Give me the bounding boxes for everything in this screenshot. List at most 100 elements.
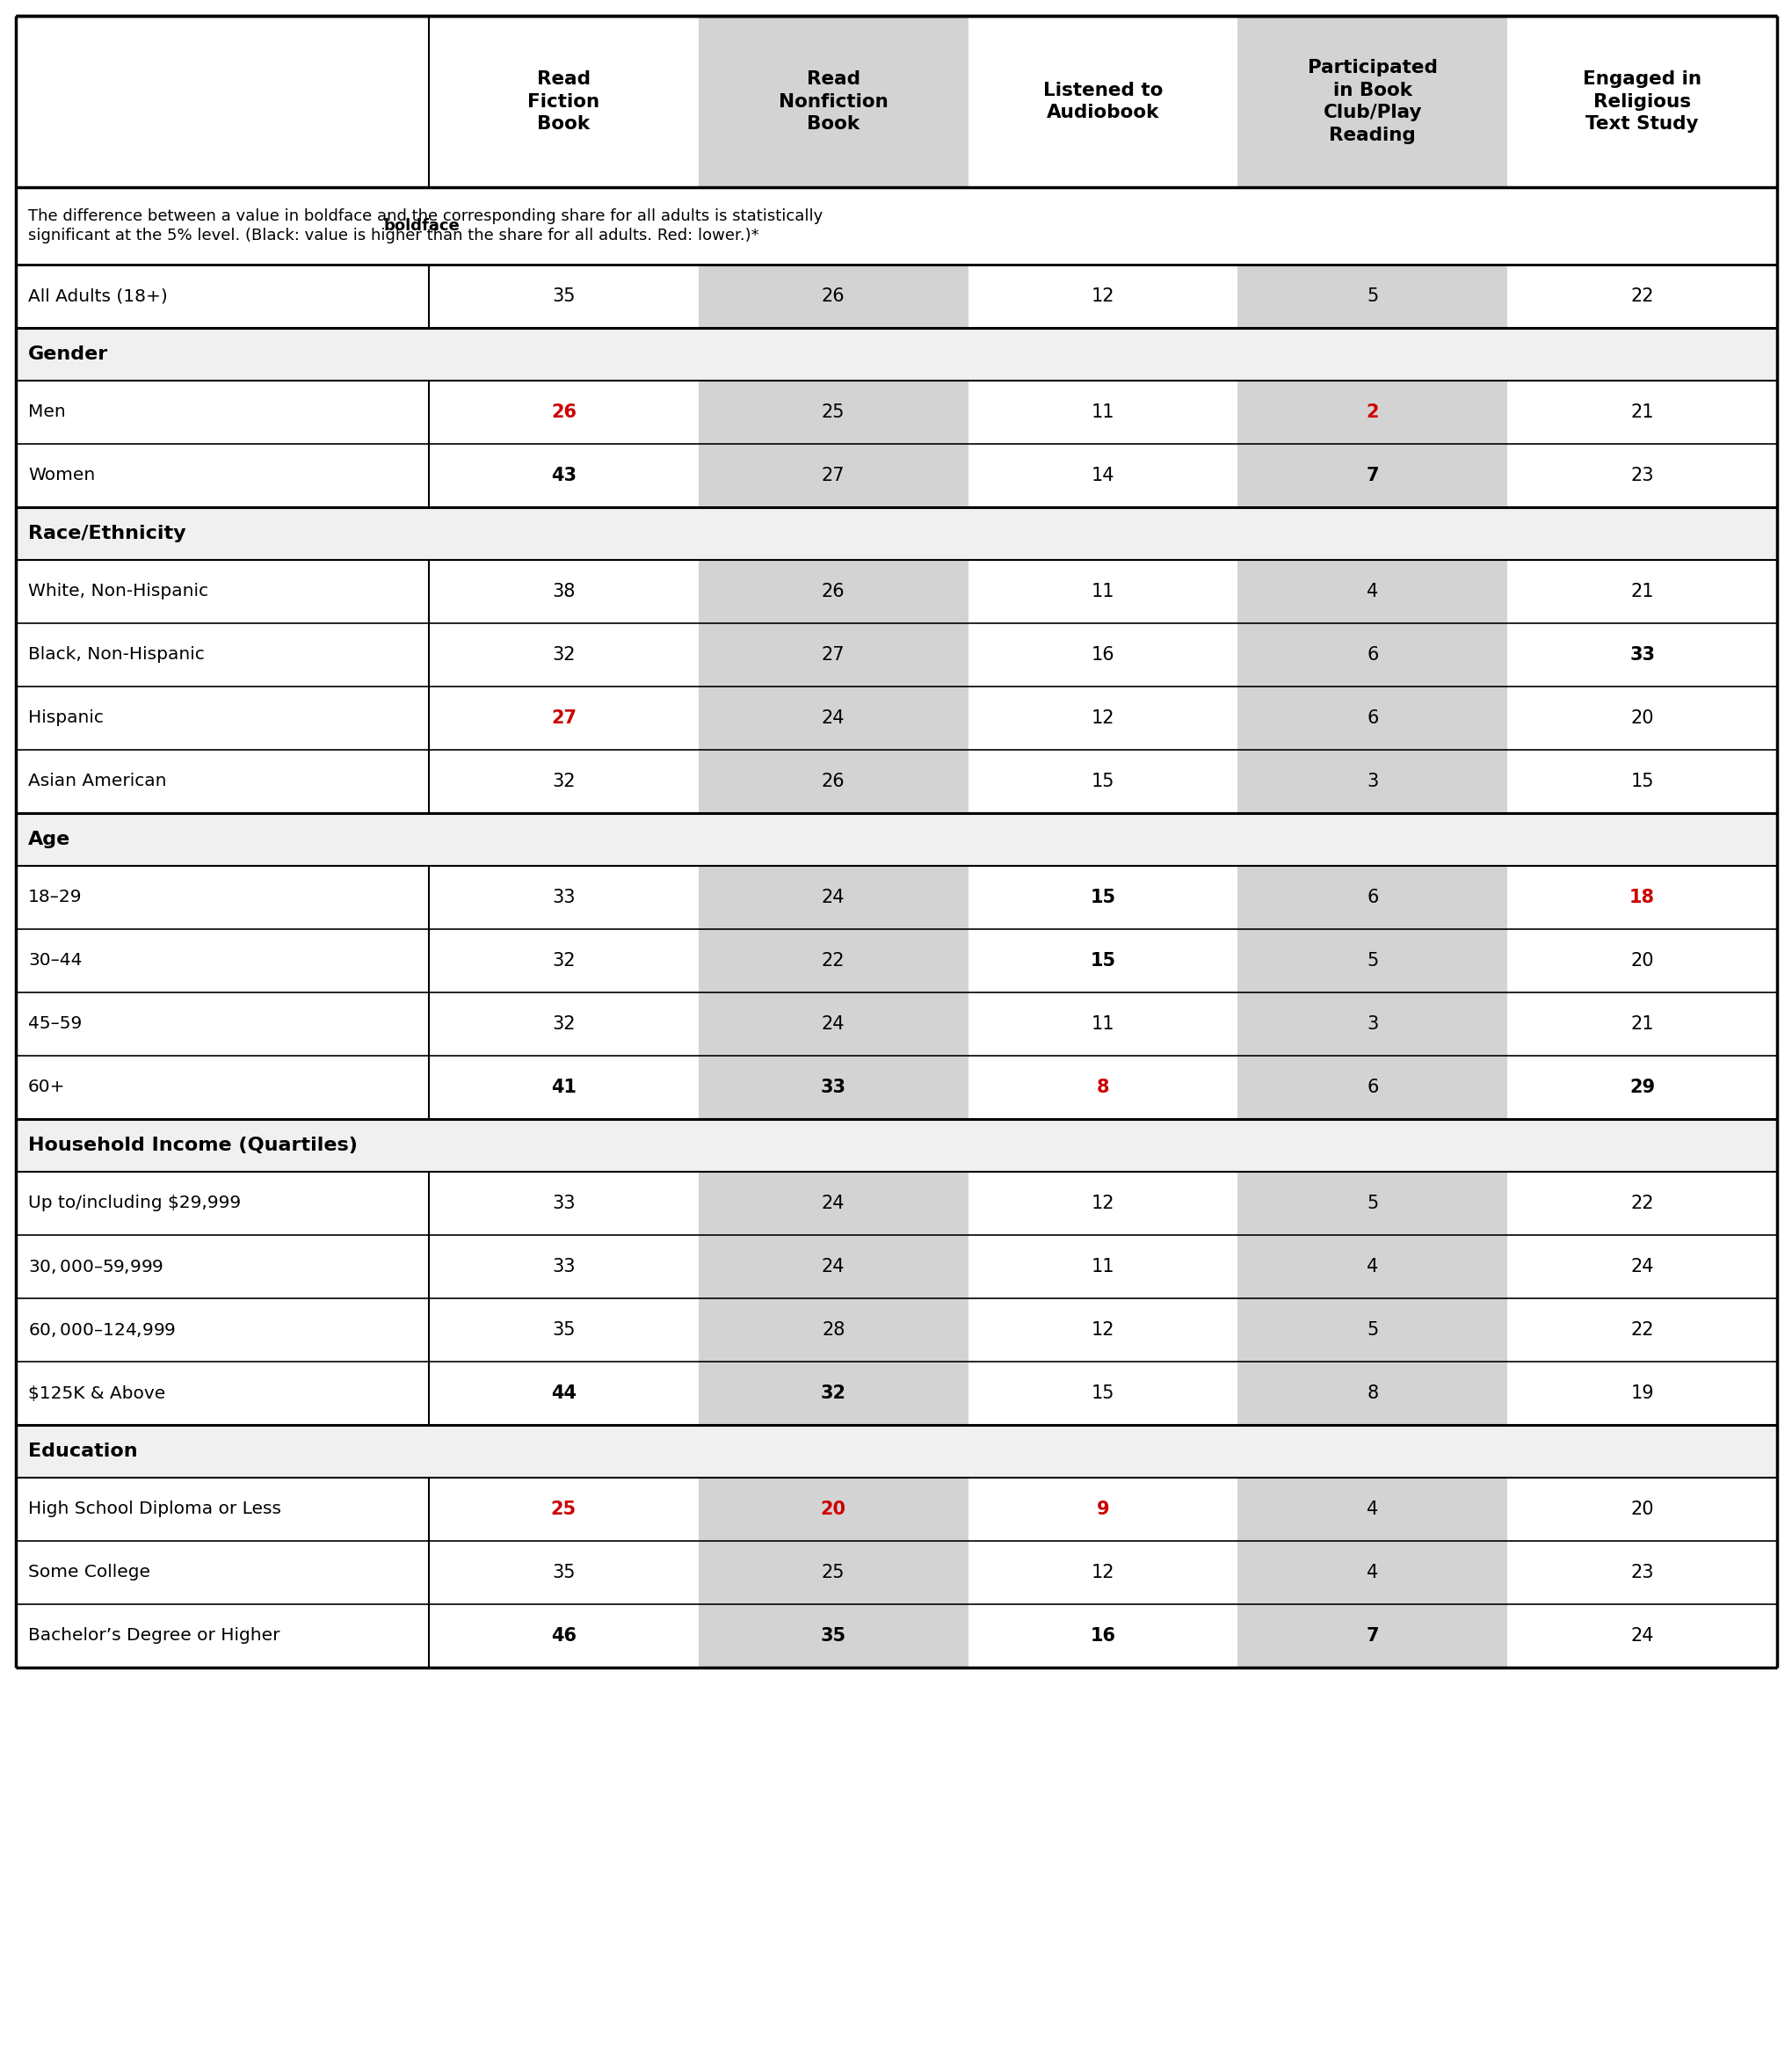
Bar	[699, 750, 968, 814]
Text: 11: 11	[1091, 404, 1115, 420]
Text: 21: 21	[1629, 1015, 1652, 1033]
Text: 21: 21	[1629, 404, 1652, 420]
Bar	[1236, 686, 1507, 750]
Text: Hispanic: Hispanic	[29, 710, 104, 727]
Text: boldface: boldface	[383, 217, 461, 234]
Text: 20: 20	[1629, 1501, 1652, 1518]
Text: Black, Non-Hispanic: Black, Non-Hispanic	[29, 646, 204, 663]
Text: 33: 33	[1629, 646, 1654, 663]
Text: Men: Men	[29, 404, 66, 420]
Text: $60,000–$124,999: $60,000–$124,999	[29, 1321, 176, 1338]
Text: Asian American: Asian American	[29, 772, 167, 789]
Bar	[699, 1299, 968, 1361]
Text: 22: 22	[821, 953, 844, 969]
Text: 22: 22	[1629, 288, 1652, 304]
Text: Women: Women	[29, 468, 95, 485]
Bar	[1236, 1361, 1507, 1425]
Text: 27: 27	[550, 710, 577, 727]
Text: 33: 33	[552, 1257, 575, 1276]
Text: 28: 28	[821, 1321, 844, 1338]
Text: 12: 12	[1091, 710, 1115, 727]
Text: 12: 12	[1091, 1195, 1115, 1212]
Text: 7: 7	[1366, 1628, 1378, 1644]
Text: 12: 12	[1091, 288, 1115, 304]
Text: 11: 11	[1091, 1257, 1115, 1276]
Text: 35: 35	[821, 1628, 846, 1644]
Bar	[699, 1056, 968, 1118]
Text: 32: 32	[821, 1385, 846, 1402]
Text: 16: 16	[1090, 1628, 1115, 1644]
Bar	[1236, 443, 1507, 507]
Text: 26: 26	[550, 404, 577, 420]
Text: 22: 22	[1629, 1321, 1652, 1338]
Bar	[16, 1118, 1776, 1172]
Text: $125K & Above: $125K & Above	[29, 1385, 165, 1402]
Bar	[1236, 866, 1507, 930]
Bar	[16, 507, 1776, 559]
Text: 32: 32	[552, 646, 575, 663]
Text: 19: 19	[1629, 1385, 1654, 1402]
Text: All Adults (18+): All Adults (18+)	[29, 288, 168, 304]
Text: Gender: Gender	[29, 346, 108, 362]
Text: The difference between a value in boldface and the corresponding share for all a: The difference between a value in boldfa…	[29, 209, 823, 244]
Text: 24: 24	[821, 888, 844, 907]
Text: Read
Fiction
Book: Read Fiction Book	[527, 70, 600, 133]
Text: 20: 20	[1629, 953, 1652, 969]
Text: 32: 32	[552, 772, 575, 791]
Text: 25: 25	[821, 404, 844, 420]
Text: 32: 32	[552, 953, 575, 969]
Text: Race/Ethnicity: Race/Ethnicity	[29, 524, 186, 543]
Bar	[16, 1425, 1776, 1477]
Text: 3: 3	[1366, 772, 1378, 791]
Bar	[1236, 559, 1507, 623]
Text: 23: 23	[1629, 1564, 1652, 1582]
Text: 15: 15	[1091, 772, 1115, 791]
Text: 24: 24	[821, 1257, 844, 1276]
Bar	[699, 265, 968, 327]
Text: 41: 41	[550, 1079, 577, 1096]
Text: 24: 24	[821, 1015, 844, 1033]
Text: 4: 4	[1366, 1257, 1378, 1276]
Text: 27: 27	[821, 646, 844, 663]
Text: 15: 15	[1090, 953, 1115, 969]
Text: 6: 6	[1366, 646, 1378, 663]
Bar	[16, 327, 1776, 381]
Bar	[1236, 1172, 1507, 1234]
Text: 12: 12	[1091, 1564, 1115, 1582]
Bar	[699, 1172, 968, 1234]
Text: 24: 24	[821, 1195, 844, 1212]
Text: 4: 4	[1366, 582, 1378, 601]
Bar	[1236, 1605, 1507, 1667]
Text: 25: 25	[821, 1564, 844, 1582]
Text: 16: 16	[1091, 646, 1115, 663]
Text: 18–29: 18–29	[29, 888, 82, 905]
Text: Engaged in
Religious
Text Study: Engaged in Religious Text Study	[1582, 70, 1701, 133]
Bar	[699, 1234, 968, 1299]
Text: 8: 8	[1097, 1079, 1109, 1096]
Bar	[699, 623, 968, 686]
Text: 20: 20	[1629, 710, 1652, 727]
Text: Participated
in Book
Club/Play
Reading: Participated in Book Club/Play Reading	[1306, 58, 1437, 145]
Text: $30,000–$59,999: $30,000–$59,999	[29, 1257, 163, 1276]
Text: Some College: Some College	[29, 1564, 151, 1580]
Bar	[16, 814, 1776, 866]
Text: White, Non-Hispanic: White, Non-Hispanic	[29, 584, 208, 601]
Bar	[699, 866, 968, 930]
Bar	[699, 1477, 968, 1541]
Text: 11: 11	[1091, 1015, 1115, 1033]
Text: 29: 29	[1629, 1079, 1654, 1096]
Text: 22: 22	[1629, 1195, 1652, 1212]
Text: 33: 33	[821, 1079, 846, 1096]
Text: High School Diploma or Less: High School Diploma or Less	[29, 1501, 281, 1518]
Text: 26: 26	[821, 288, 844, 304]
Bar	[1236, 992, 1507, 1056]
Text: 35: 35	[552, 288, 575, 304]
Text: 38: 38	[552, 582, 575, 601]
Text: 33: 33	[552, 888, 575, 907]
Text: 45–59: 45–59	[29, 1015, 82, 1033]
Bar	[1236, 1541, 1507, 1605]
Bar	[1236, 265, 1507, 327]
Bar	[16, 186, 1776, 265]
Text: 14: 14	[1091, 466, 1115, 485]
Bar	[699, 686, 968, 750]
